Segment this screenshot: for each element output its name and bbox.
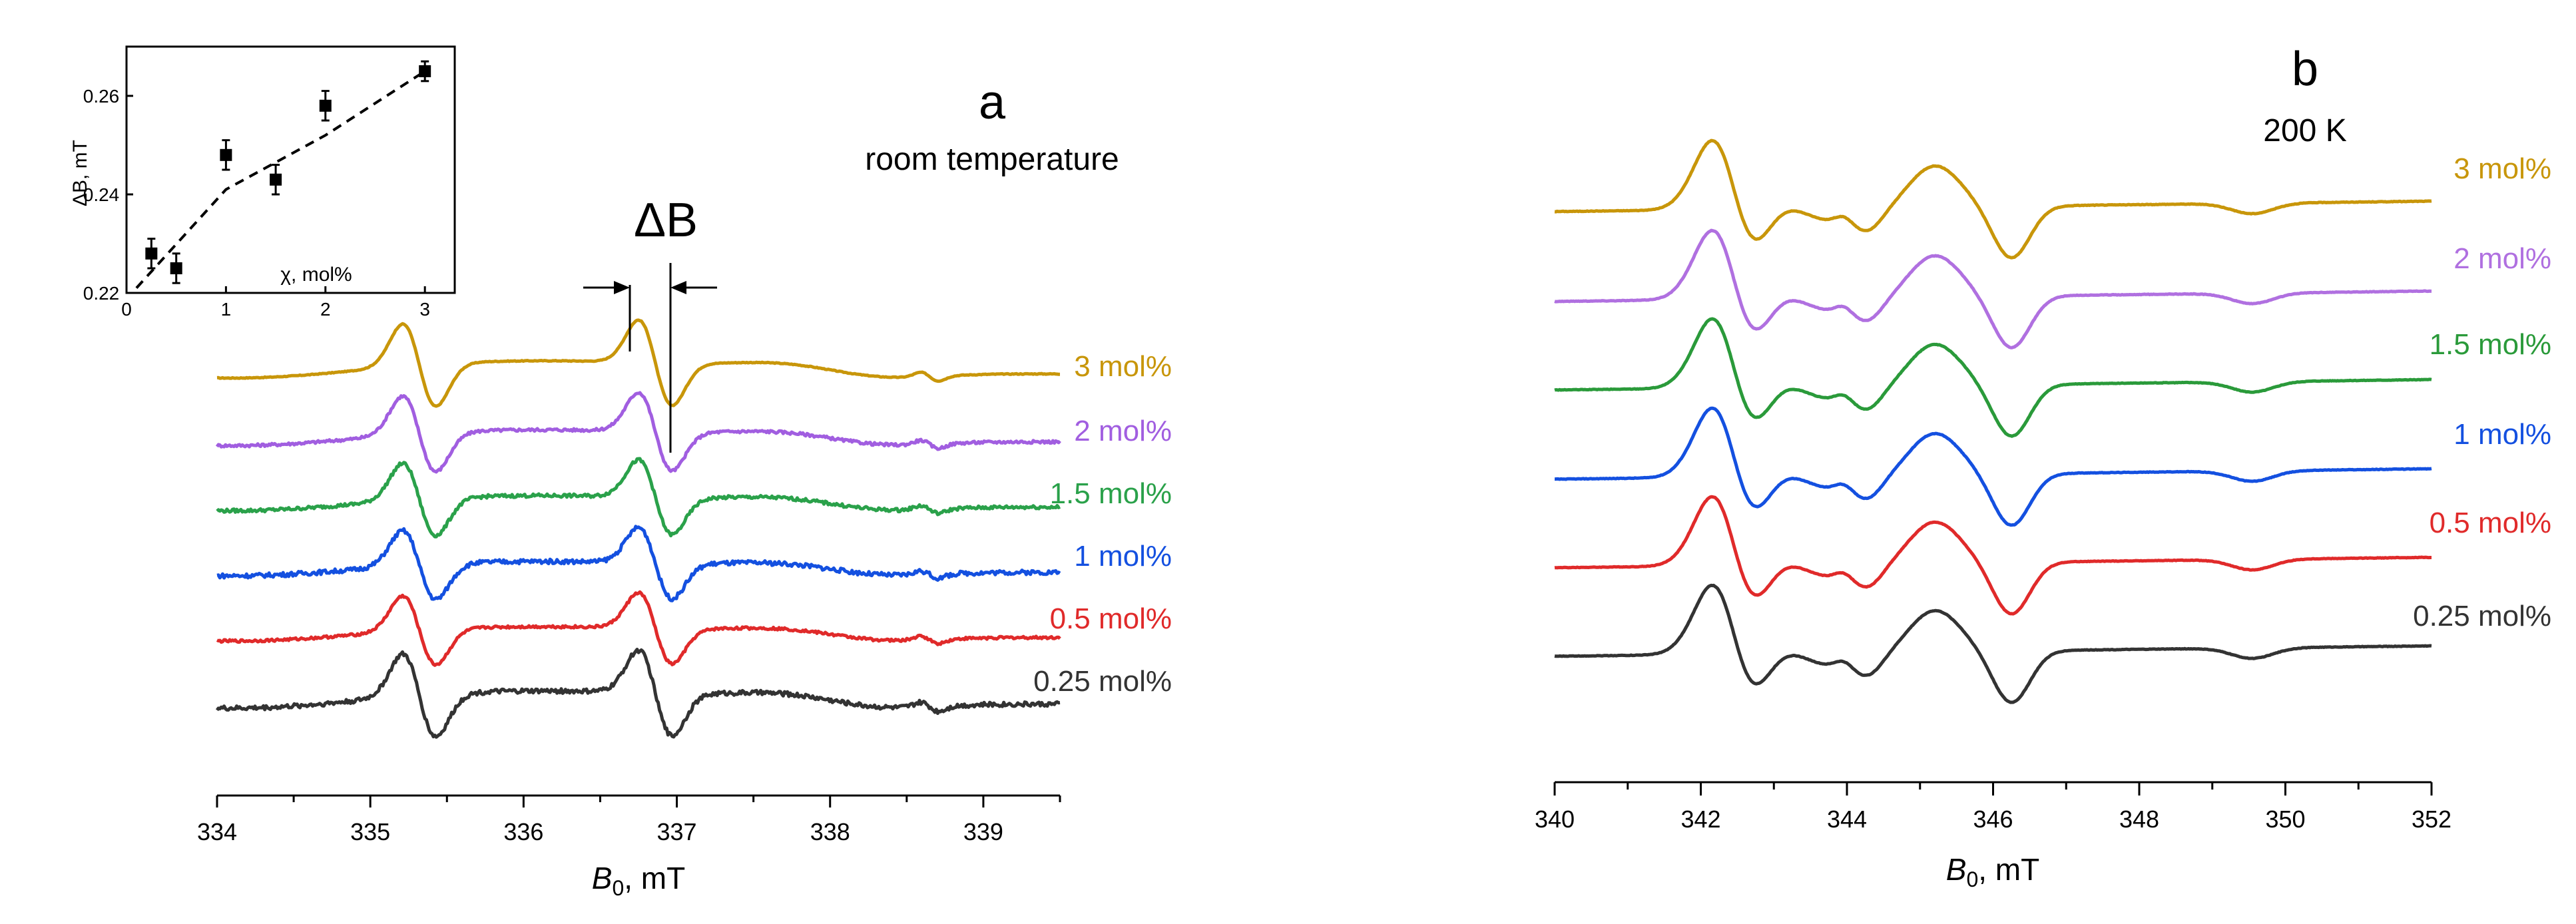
legend-b-0-25-mol-: 0.25 mol% bbox=[2413, 600, 2551, 632]
panel-b-traces bbox=[1554, 138, 2432, 704]
delta-b-label: ΔB bbox=[634, 194, 698, 247]
panel-a-traces bbox=[215, 318, 1061, 739]
delta-b-left-arrowhead bbox=[614, 281, 630, 294]
legend-a-1-mol-: 1 mol% bbox=[1074, 540, 1172, 573]
panel-b-letter: b bbox=[2292, 43, 2318, 96]
panel-a-legend: 3 mol% 2 mol% 1.5 mol% 1 mol% 0.5 mol% 0.25 m… bbox=[1033, 350, 1172, 698]
x-tick-label-b: 350 bbox=[2265, 806, 2305, 833]
legend-a-0-5-mol-: 0.5 mol% bbox=[1050, 602, 1172, 635]
x-tick-label-b: 348 bbox=[2119, 806, 2159, 833]
panel-a-plot: 334 335 336 337 338 339 B0, mT a room tempera… bbox=[69, 45, 1172, 900]
x-tick-label-b: 340 bbox=[1535, 806, 1575, 833]
inset-data-point bbox=[319, 99, 332, 112]
trace-a-3-mol- bbox=[216, 318, 1061, 408]
x-tick-label-a: 336 bbox=[503, 818, 543, 845]
inset-y-tick-label: 0.22 bbox=[83, 283, 120, 304]
trace-b-0-5-mol- bbox=[1554, 495, 2432, 616]
panel-b-legend: 3 mol% 2 mol% 1.5 mol% 1 mol% 0.5 mol% 0.25 m… bbox=[2413, 152, 2551, 632]
x-tick-label-b: 344 bbox=[1827, 806, 1867, 833]
trace-a-1-5-mol- bbox=[216, 457, 1061, 539]
x-tick-label-a: 335 bbox=[350, 818, 390, 845]
trace-a-1-mol- bbox=[216, 525, 1061, 602]
trace-a-0-25-mol- bbox=[215, 648, 1061, 739]
x-tick-label-b: 346 bbox=[1973, 806, 2013, 833]
inset-y-label: ΔB, mT bbox=[69, 140, 91, 206]
panel-a-x-label: B0, mT bbox=[592, 861, 685, 900]
legend-b-0-5-mol-: 0.5 mol% bbox=[2430, 507, 2551, 539]
panel-b-x-label: B0, mT bbox=[1946, 852, 2039, 891]
legend-a-1-5-mol-: 1.5 mol% bbox=[1050, 477, 1172, 510]
panel-a-subtitle: room temperature bbox=[865, 142, 1119, 177]
x-tick-label-a: 339 bbox=[963, 818, 1003, 845]
inset-y-tick-label: 0.26 bbox=[83, 86, 120, 107]
inset-data-point bbox=[220, 148, 232, 161]
panel-a-x-ticks: 334 335 336 337 338 339 bbox=[197, 796, 1061, 845]
panel-b-subtitle: 200 K bbox=[2263, 113, 2346, 148]
trace-a-0-5-mol- bbox=[216, 590, 1061, 667]
trace-b-0-25-mol- bbox=[1554, 583, 2432, 704]
x-tick-label-a: 337 bbox=[657, 818, 697, 845]
trace-a-2-mol- bbox=[215, 391, 1061, 474]
legend-a-0-25-mol-: 0.25 mol% bbox=[1033, 665, 1172, 698]
x-tick-label-a: 334 bbox=[197, 818, 237, 845]
delta-b-right-arrowhead bbox=[670, 281, 686, 294]
inset-content: 0 1 2 3 0.22 0.24 0.26 bbox=[83, 60, 431, 320]
inset-data-point bbox=[170, 262, 182, 274]
trace-b-2-mol- bbox=[1554, 228, 2432, 349]
x-tick-label-a: 338 bbox=[810, 818, 850, 845]
panel-a-letter: a bbox=[979, 76, 1006, 129]
panel-b-x-ticks: 340 342 344 346 348 350 352 bbox=[1535, 782, 2451, 833]
inset-plot: 0 1 2 3 0.22 0.24 0.26 ΔB, mT χ, mol% bbox=[69, 45, 456, 320]
x-tick-label-b: 342 bbox=[1680, 806, 1720, 833]
inset-fit-line bbox=[135, 70, 426, 289]
delta-b-annotation: ΔB bbox=[583, 194, 717, 453]
inset-x-tick-label: 0 bbox=[121, 299, 132, 320]
legend-b-1-mol-: 1 mol% bbox=[2453, 418, 2551, 451]
inset-data-point bbox=[270, 173, 282, 186]
inset-data-point bbox=[419, 65, 431, 77]
x-tick-label-b: 352 bbox=[2412, 806, 2451, 833]
inset-y-tick-label: 0.24 bbox=[83, 184, 120, 205]
legend-a-3-mol-: 3 mol% bbox=[1074, 350, 1172, 383]
inset-data-point bbox=[145, 247, 158, 260]
inset-x-tick-label: 3 bbox=[419, 299, 430, 320]
legend-b-2-mol-: 2 mol% bbox=[2453, 242, 2551, 275]
trace-b-3-mol- bbox=[1554, 138, 2432, 260]
legend-b-1-5-mol-: 1.5 mol% bbox=[2430, 328, 2551, 361]
inset-frame bbox=[125, 45, 456, 294]
trace-b-1-5-mol- bbox=[1554, 317, 2432, 438]
inset-x-tick-label: 1 bbox=[221, 299, 232, 320]
legend-a-2-mol-: 2 mol% bbox=[1074, 415, 1172, 447]
inset-x-label: χ, mol% bbox=[280, 264, 352, 286]
inset-x-tick-label: 2 bbox=[320, 299, 331, 320]
panel-b-plot: 340 342 344 346 348 350 352 B0, mT b 200 K 3 m… bbox=[1535, 43, 2551, 891]
legend-b-3-mol-: 3 mol% bbox=[2453, 152, 2551, 185]
trace-b-1-mol- bbox=[1554, 406, 2432, 527]
